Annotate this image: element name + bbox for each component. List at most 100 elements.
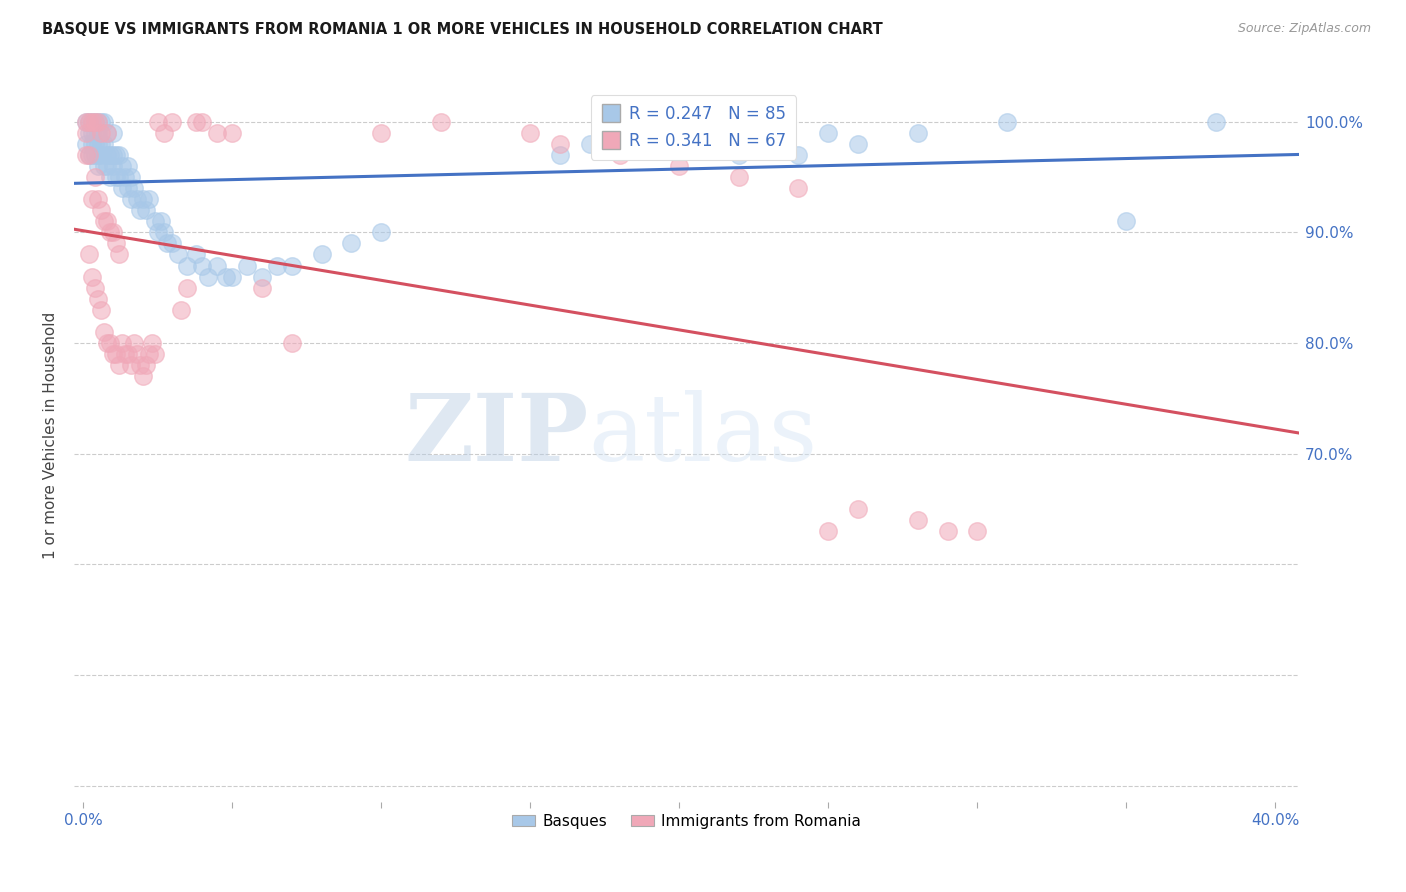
Point [907,513,929,527]
Point [125,347,148,361]
Point [104,169,127,184]
Point [84,126,107,140]
Point [155,236,177,251]
Point [108,169,131,184]
Point [96,159,118,173]
Point [80,192,103,206]
Point [114,169,136,184]
Point [101,126,124,140]
Point [311,247,333,261]
Point [84,280,107,294]
Point [149,214,172,228]
Point [80,114,103,128]
Point [176,280,198,294]
Y-axis label: 1 or more Vehicles in Household: 1 or more Vehicles in Household [44,312,58,559]
Point [205,126,228,140]
Point [548,148,571,162]
Point [117,347,139,361]
Point [90,203,112,218]
Point [143,214,166,228]
Point [77,114,100,128]
Point [87,192,110,206]
Point [280,259,302,273]
Point [340,236,363,251]
Point [186,247,208,261]
Point [131,192,153,206]
Point [87,148,110,162]
Point [197,269,219,284]
Point [668,126,690,140]
Point [131,369,153,384]
Point [429,114,451,128]
Point [87,114,110,128]
Point [966,524,988,538]
Point [668,159,690,173]
Point [75,114,97,128]
Point [519,126,541,140]
Point [75,136,97,151]
Point [120,169,142,184]
Point [141,336,163,351]
Point [104,148,127,162]
Point [96,336,118,351]
Point [152,225,174,239]
Point [548,136,571,151]
Point [250,269,273,284]
Point [111,181,134,195]
Point [1205,114,1227,128]
Point [101,148,124,162]
Point [98,336,121,351]
Point [146,225,169,239]
Point [77,247,100,261]
Point [90,136,112,151]
Point [152,126,174,140]
Point [138,192,160,206]
Point [135,203,157,218]
Point [80,269,103,284]
Point [122,181,145,195]
Point [96,126,118,140]
Point [96,126,118,140]
Point [108,148,131,162]
Point [111,336,134,351]
Point [186,114,208,128]
Point [1115,214,1137,228]
Point [787,181,810,195]
Point [162,114,184,128]
Text: atlas: atlas [589,391,818,481]
Point [108,358,131,372]
Point [143,347,166,361]
Point [122,336,145,351]
Point [146,114,169,128]
Text: ZIP: ZIP [405,391,589,481]
Point [697,136,720,151]
Point [111,159,134,173]
Point [167,247,190,261]
Point [104,236,127,251]
Legend: Basques, Immigrants from Romania: Basques, Immigrants from Romania [506,808,868,835]
Point [98,225,121,239]
Point [579,136,602,151]
Point [80,126,103,140]
Point [77,114,100,128]
Point [104,347,127,361]
Point [93,114,115,128]
Point [75,114,97,128]
Point [936,524,959,538]
Point [98,148,121,162]
Point [609,126,631,140]
Point [87,126,110,140]
Point [84,169,107,184]
Point [87,292,110,306]
Point [114,347,136,361]
Point [846,502,869,516]
Point [75,126,97,140]
Point [96,148,118,162]
Point [75,148,97,162]
Point [90,148,112,162]
Point [84,136,107,151]
Text: BASQUE VS IMMIGRANTS FROM ROMANIA 1 OR MORE VEHICLES IN HOUSEHOLD CORRELATION CH: BASQUE VS IMMIGRANTS FROM ROMANIA 1 OR M… [42,22,883,37]
Point [907,126,929,140]
Point [995,114,1018,128]
Point [817,126,839,140]
